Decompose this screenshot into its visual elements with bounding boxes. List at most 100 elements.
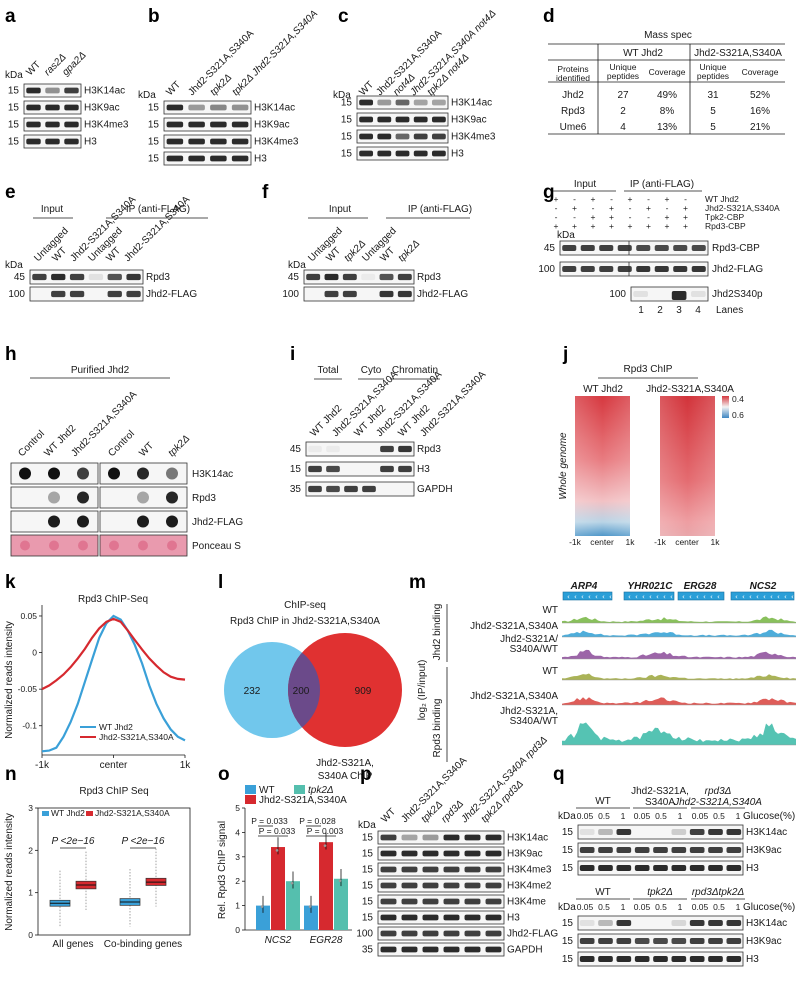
blot-label: H3K4me3 xyxy=(84,119,129,130)
blot-label: Rpd3 xyxy=(417,272,441,283)
gene-label: YHR021C xyxy=(627,581,673,592)
heatmap-title: Rpd3 ChIP xyxy=(624,364,673,375)
panel-label-g: g xyxy=(543,182,555,203)
blot-strip xyxy=(29,269,144,285)
group-jhd2: Jhd2 binding xyxy=(432,604,443,661)
blot-label: H3K9ac xyxy=(746,936,782,947)
mw-marker: 45 xyxy=(290,444,302,455)
panel-label-l: l xyxy=(218,572,223,593)
protein-band xyxy=(326,485,340,493)
ponceau-dot xyxy=(20,540,30,551)
panel-label-p: p xyxy=(360,764,372,785)
protein-band xyxy=(326,465,340,473)
series-line-wt xyxy=(41,614,186,753)
strand-arrow: ‹ xyxy=(670,593,673,601)
protein-band xyxy=(689,847,705,853)
strand-arrow: ‹ xyxy=(682,593,685,601)
mw-marker: 100 xyxy=(8,289,25,300)
protein-band xyxy=(689,956,705,962)
protein-band xyxy=(485,914,502,921)
protein-band xyxy=(26,104,41,111)
mw-marker: 15 xyxy=(148,102,160,113)
matrix-sign: - xyxy=(684,194,687,204)
protein-band xyxy=(726,956,742,962)
strand-arrow: ‹ xyxy=(649,593,652,601)
protein-band xyxy=(634,956,650,962)
strand-arrow: ‹ xyxy=(588,593,591,601)
input-label: Input xyxy=(574,179,596,190)
matrix-sign: - xyxy=(573,212,576,222)
heatmap-colorscale xyxy=(722,396,729,418)
blot-label: Jhd2-FLAG xyxy=(712,264,763,275)
protein-band xyxy=(377,116,392,123)
blot-strip xyxy=(377,830,505,845)
protein-band xyxy=(708,829,723,835)
matrix-sign: - xyxy=(629,203,632,213)
matrix-sign: + xyxy=(683,212,688,222)
blot-label: H3 xyxy=(746,863,759,874)
protein-band xyxy=(32,273,47,281)
blot-label: H3 xyxy=(84,136,97,147)
protein-band xyxy=(671,920,687,926)
protein-band xyxy=(324,290,339,298)
protein-band xyxy=(422,930,439,937)
y-tick-label: 0.05 xyxy=(20,611,37,621)
x-category: NCS2 xyxy=(265,935,292,946)
protein-band xyxy=(726,829,742,835)
track-signal xyxy=(562,697,796,705)
matrix-sign: + xyxy=(628,221,633,231)
matrix-sign: - xyxy=(592,203,595,213)
protein-band xyxy=(422,850,439,857)
matrix-sign: + xyxy=(646,221,651,231)
protein-band xyxy=(599,266,614,272)
protein-band xyxy=(231,104,249,111)
data-point xyxy=(275,849,279,852)
data-point xyxy=(290,881,294,885)
protein-band xyxy=(443,850,460,857)
glucose-label: Glucose(%) xyxy=(743,902,795,913)
input-label: Input xyxy=(41,204,63,215)
mass-spec-title: Mass spec xyxy=(644,30,692,41)
matrix-sign: - xyxy=(610,194,613,204)
track-label: S340A/WT xyxy=(510,716,558,727)
scale-high: 0.4 xyxy=(732,394,744,404)
protein-band xyxy=(231,138,249,145)
sub-header: Unique xyxy=(700,62,727,72)
protein-band xyxy=(617,245,632,251)
glucose-conc: 0.5 xyxy=(598,811,610,821)
protein-band xyxy=(579,829,595,835)
heatmap-col-wt: WT Jhd2 xyxy=(583,384,623,395)
matrix-sign: - xyxy=(666,203,669,213)
dot-signal xyxy=(48,467,60,480)
mw-marker: 15 xyxy=(562,936,574,947)
protein-band xyxy=(464,866,481,873)
dot-row-label: H3K14ac xyxy=(192,469,233,480)
mw-marker: 15 xyxy=(148,153,160,164)
blot-strip xyxy=(305,461,415,477)
gene-body xyxy=(562,591,613,601)
matrix-sign: - xyxy=(647,212,650,222)
dot-row-label: Jhd2-FLAG xyxy=(192,517,243,528)
protein-band xyxy=(634,865,650,871)
chart-title: Rpd3 ChIP-Seq xyxy=(78,594,148,605)
col-group-mut: Jhd2-S321A,S340A xyxy=(694,48,782,59)
protein-band xyxy=(64,104,79,111)
ponceau-dot xyxy=(49,540,59,551)
kda-label: kDa xyxy=(288,260,306,271)
plot-frame xyxy=(37,807,191,936)
legend-label: Jhd2-S321A,S340A xyxy=(95,808,170,818)
protein-band xyxy=(689,829,705,835)
blot-strip xyxy=(29,286,144,302)
glucose-conc: 1 xyxy=(736,902,741,912)
blot-label: H3K14ac xyxy=(746,827,787,838)
protein-band xyxy=(395,99,410,106)
blot-label: H3K4me2 xyxy=(507,880,552,891)
chart-title: Rpd3 ChIP Seq xyxy=(79,786,148,797)
ip-label: IP (anti-FLAG) xyxy=(630,179,694,190)
protein-band xyxy=(359,116,374,123)
protein-band xyxy=(377,150,392,157)
sub-header: peptides xyxy=(607,71,639,81)
